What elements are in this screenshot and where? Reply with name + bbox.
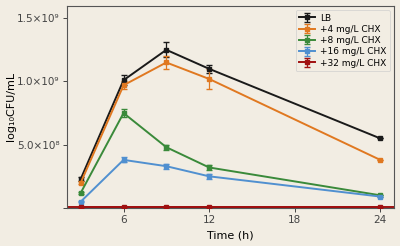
Y-axis label: log₁₀CFU/mL: log₁₀CFU/mL — [6, 72, 16, 141]
Legend: LB, +4 mg/L CHX, +8 mg/L CHX, +16 mg/L CHX, +32 mg/L CHX: LB, +4 mg/L CHX, +8 mg/L CHX, +16 mg/L C… — [296, 10, 390, 71]
X-axis label: Time (h): Time (h) — [207, 231, 254, 240]
